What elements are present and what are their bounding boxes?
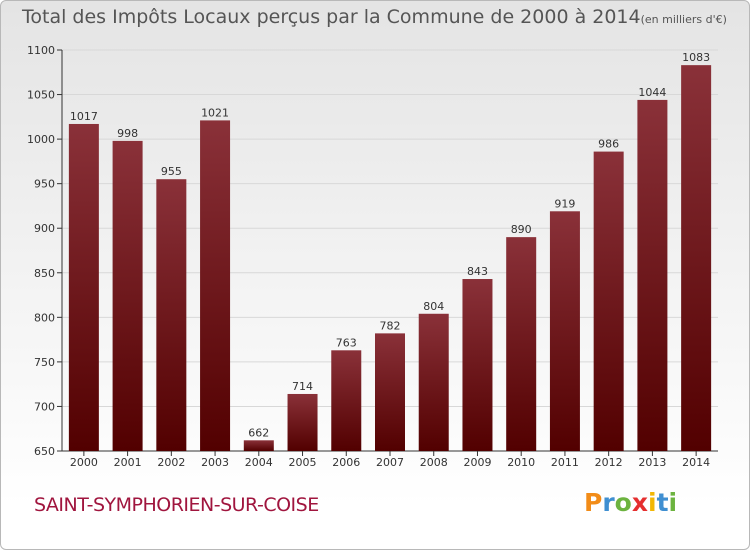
bar [418,313,449,451]
data-label: 955 [161,165,182,178]
data-label: 919 [554,197,575,210]
logo-letter: t [656,488,669,517]
bar [331,350,362,451]
x-tick-label: 2008 [420,456,448,469]
bar [462,279,493,451]
bar [68,123,99,451]
y-tick-label: 1050 [27,89,55,102]
data-label: 998 [117,127,138,140]
logo-letter: x [631,488,648,517]
data-label: 714 [292,380,313,393]
x-tick-label: 2012 [595,456,623,469]
x-tick-label: 2011 [551,456,579,469]
bar [506,237,537,451]
y-tick-label: 1100 [27,44,55,57]
x-tick-label: 2010 [507,456,535,469]
chart-title-text: Total des Impôts Locaux perçus par la Co… [22,6,641,28]
bar [681,65,712,451]
logo-letter: P [584,488,603,517]
bar [200,120,231,452]
x-tick-label: 2000 [70,456,98,469]
x-tick-label: 2009 [463,456,491,469]
data-label: 782 [380,319,401,332]
logo-letter: o [614,488,632,517]
y-tick-label: 650 [34,445,55,458]
data-label: 662 [248,426,269,439]
bar [243,440,274,451]
x-tick-label: 2013 [638,456,666,469]
data-label: 986 [598,138,619,151]
data-label: 1021 [201,106,229,119]
y-tick-label: 800 [34,311,55,324]
commune-name: SAINT-SYMPHORIEN-SUR-COISE [34,494,319,516]
unit-note: (en milliers d'€) [640,13,727,26]
bar [156,179,187,451]
bar [375,333,405,451]
data-label: 890 [511,223,532,236]
x-tick-label: 2007 [376,456,404,469]
logo-letter: r [602,488,615,517]
y-tick-label: 750 [34,356,55,369]
x-tick-label: 2002 [157,456,185,469]
x-tick-label: 2001 [114,456,142,469]
logo-letter: i [668,488,678,517]
chart-title: Total des Impôts Locaux perçus par la Co… [22,6,727,28]
y-tick-label: 950 [34,178,55,191]
x-tick-label: 2004 [245,456,273,469]
bar [593,151,624,451]
data-label: 1044 [638,86,666,99]
data-label: 804 [423,300,444,313]
bar [637,99,668,451]
data-label: 843 [467,265,488,278]
x-tick-label: 2014 [682,456,710,469]
data-label: 763 [336,336,357,349]
y-tick-label: 1000 [27,133,55,146]
y-tick-label: 900 [34,222,55,235]
data-label: 1083 [682,51,710,64]
logo-letter: i [648,488,657,517]
x-tick-label: 2003 [201,456,229,469]
y-tick-label: 700 [34,400,55,413]
y-tick-label: 850 [34,267,55,280]
data-label: 1017 [70,110,98,123]
x-tick-label: 2005 [289,456,317,469]
proxiti-logo: Proxiti [584,488,677,517]
bar [112,140,143,452]
x-tick-label: 2006 [332,456,360,469]
bar [549,211,580,451]
bar [287,393,318,451]
